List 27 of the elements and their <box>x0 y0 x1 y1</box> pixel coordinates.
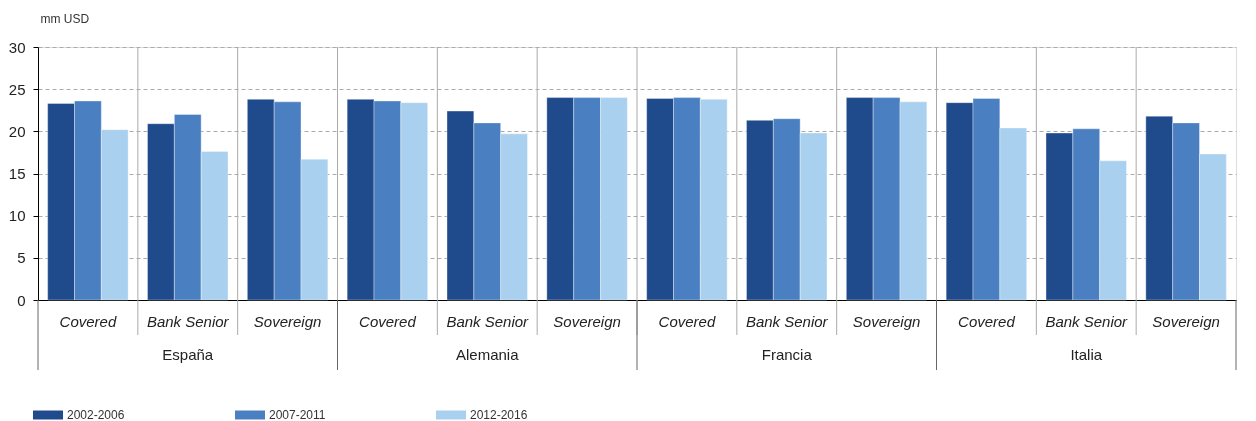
y-tick-label: 30 <box>8 38 26 56</box>
x-tick-label: Sovereign <box>253 312 322 330</box>
x-tick-label: Covered <box>958 312 1016 330</box>
y-tick-label: 25 <box>8 80 26 98</box>
y-tick-label: 20 <box>8 122 26 140</box>
y-tick-label: 10 <box>8 207 26 225</box>
text: Francia <box>761 346 813 363</box>
x-tick-label: Bank Senior <box>146 312 230 330</box>
y-tick-label: 0 <box>17 291 26 309</box>
y-tick-label: 15 <box>8 165 26 182</box>
x-tick-label: Bank Senior <box>1045 312 1129 330</box>
x-tick-label: Sovereign <box>852 312 921 330</box>
x-tick-label: Covered <box>359 312 417 330</box>
legend-label: 2002-2006 <box>67 408 125 421</box>
x-tick-label: Bank Senior <box>745 312 829 330</box>
x-tick-label: Sovereign <box>1152 312 1220 330</box>
legend-label: 2007-2011 <box>269 408 326 421</box>
text: Alemania <box>455 346 520 363</box>
x-tick-label: Covered <box>59 312 117 330</box>
text: España <box>162 346 214 363</box>
x-tick-label: Sovereign <box>553 312 621 330</box>
x-tick-label: Covered <box>658 312 716 330</box>
x-tick-label: Bank Senior <box>446 312 530 330</box>
legend-label: 2012-2016 <box>470 408 528 421</box>
y-axis-title: mm USD <box>40 11 90 26</box>
text: Italia <box>1070 346 1103 363</box>
y-tick-label: 5 <box>17 249 26 267</box>
